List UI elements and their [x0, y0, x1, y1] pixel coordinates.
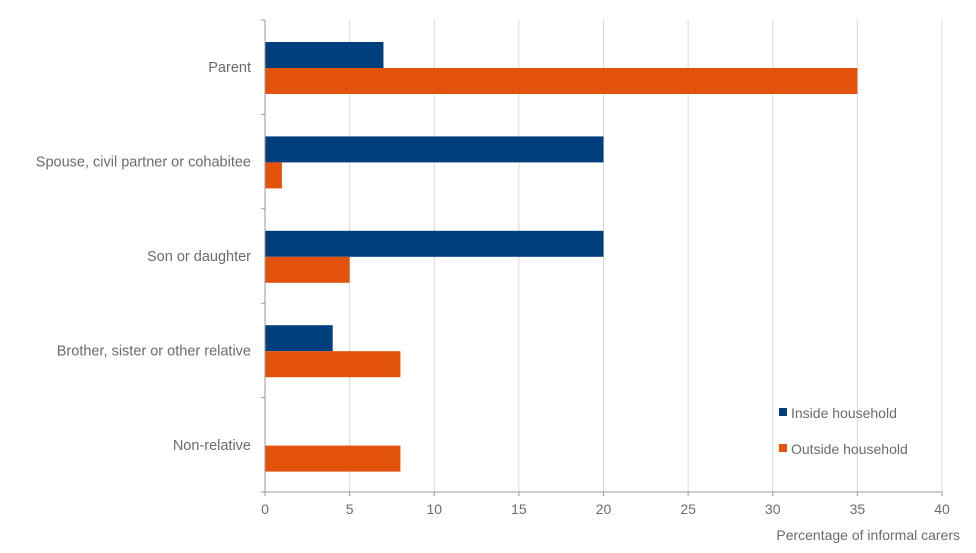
bar-outside-household-spouse-civil-partner-or-cohabitee[interactable]	[265, 162, 282, 189]
x-tick-labels: 0 5 10 15 20 25 30 35 40	[261, 501, 950, 517]
x-tick-label-0: 0	[261, 501, 269, 517]
x-axis-title: Percentage of informal carers	[776, 527, 960, 543]
legend-item-outside[interactable]: Outside household	[779, 441, 908, 457]
legend-label-outside: Outside household	[791, 441, 908, 457]
legend[interactable]: Inside household Outside household	[779, 405, 908, 457]
bar-inside-household-brother-sister-or-other-relative[interactable]	[265, 325, 333, 352]
category-label-son-or-daughter: Son or daughter	[147, 249, 251, 265]
x-tick-label-30: 30	[765, 501, 781, 517]
category-label-non-relative: Non-relative	[173, 438, 251, 454]
bar-inside-household-spouse-civil-partner-or-cohabitee[interactable]	[265, 136, 604, 163]
bar-outside-household-brother-sister-or-other-relative[interactable]	[265, 351, 401, 378]
category-labels: Parent Spouse, civil partner or cohabitee…	[36, 60, 251, 454]
x-tick-label-40: 40	[934, 501, 950, 517]
bar-outside-household-son-or-daughter[interactable]	[265, 256, 350, 283]
x-tick-label-25: 25	[680, 501, 696, 517]
bar-inside-household-son-or-daughter[interactable]	[265, 230, 604, 257]
bar-outside-household-parent[interactable]	[265, 68, 858, 94]
category-label-brother-sister-or-other-relative: Brother, sister or other relative	[57, 343, 251, 359]
x-tick-label-15: 15	[511, 501, 527, 517]
bar-inside-household-parent[interactable]	[265, 42, 384, 68]
legend-item-inside[interactable]: Inside household	[779, 405, 897, 421]
legend-label-inside: Inside household	[791, 405, 897, 421]
category-label-parent: Parent	[208, 60, 251, 76]
bars	[265, 42, 858, 472]
x-tick-label-35: 35	[850, 501, 866, 517]
x-tick-label-10: 10	[426, 501, 442, 517]
legend-swatch-inside	[779, 408, 787, 416]
legend-swatch-outside	[779, 444, 787, 452]
category-label-spouse-civil-partner-or-cohabitee: Spouse, civil partner or cohabitee	[36, 155, 251, 171]
x-tick-label-5: 5	[346, 501, 354, 517]
bar-outside-household-non-relative[interactable]	[265, 445, 401, 472]
axes	[261, 19, 943, 496]
x-tick-label-20: 20	[596, 501, 612, 517]
